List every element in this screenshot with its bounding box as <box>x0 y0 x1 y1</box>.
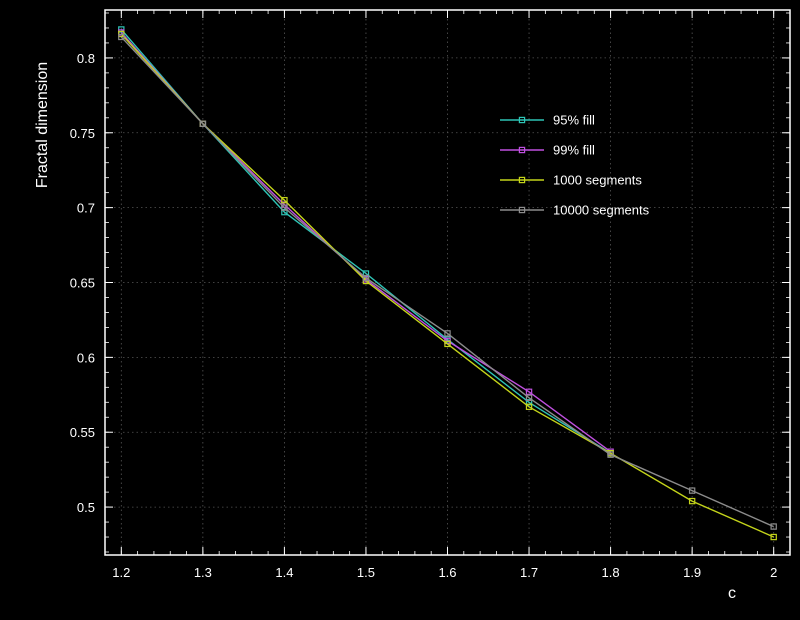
data-point <box>688 487 696 494</box>
data-point <box>607 451 614 458</box>
x-tick-label: 1.4 <box>275 565 293 580</box>
series-line <box>120 36 774 528</box>
series-line <box>120 33 774 538</box>
data-point <box>444 340 451 348</box>
y-tick-label: 0.7 <box>77 201 95 216</box>
series-10000-segments <box>118 33 777 530</box>
x-tick-label: 1.8 <box>602 565 620 580</box>
data-point <box>281 196 288 204</box>
data-point <box>199 120 207 127</box>
x-tick-label: 1.9 <box>683 565 701 580</box>
data-point <box>770 523 777 530</box>
data-point <box>362 274 370 282</box>
data-point <box>444 330 451 337</box>
x-tick-label: 1.6 <box>438 565 456 580</box>
legend-marker <box>518 116 526 124</box>
x-tick-label: 1.5 <box>357 565 375 580</box>
data-point <box>525 394 533 401</box>
series-group <box>118 26 777 541</box>
legend-label: 99% fill <box>553 143 595 158</box>
legend-label: 95% fill <box>553 113 595 128</box>
axis-ticks <box>104 10 791 555</box>
y-tick-label: 0.75 <box>70 126 95 141</box>
data-point <box>281 204 288 211</box>
y-tick-label: 0.65 <box>70 276 95 291</box>
y-tick-label: 0.6 <box>77 350 95 365</box>
grid-lines <box>105 10 790 555</box>
data-point <box>770 533 777 541</box>
legend-label: 1000 segments <box>553 173 642 188</box>
y-axis-label: Fractal dimension <box>34 62 51 188</box>
x-tick-label: 1.2 <box>112 565 130 580</box>
legend-item: 1000 segments <box>500 173 642 188</box>
x-tick-label: 2 <box>770 565 777 580</box>
x-tick-labels: 1.2 1.3 1.4 1.5 1.6 1.7 1.8 1.9 2 <box>112 565 777 580</box>
legend-item: 99% fill <box>500 143 595 158</box>
legend-marker <box>518 176 526 184</box>
data-point <box>281 208 288 216</box>
legend: 95% fill 99% fill 1000 segments 10000 segme… <box>500 113 650 218</box>
data-point <box>688 497 696 505</box>
x-tick-label: 1.7 <box>520 565 538 580</box>
data-point <box>525 403 533 410</box>
x-tick-label: 1.3 <box>194 565 212 580</box>
y-tick-label: 0.55 <box>70 425 95 440</box>
data-point <box>525 399 533 406</box>
legend-item: 10000 segments <box>500 203 650 218</box>
legend-marker <box>518 206 526 214</box>
data-point <box>525 388 533 395</box>
legend-item: 95% fill <box>500 113 595 128</box>
legend-label: 10000 segments <box>553 203 650 218</box>
data-point <box>118 33 125 41</box>
y-tick-label: 0.8 <box>77 51 95 66</box>
y-tick-labels: 0.5 0.55 0.6 0.65 0.7 0.75 0.8 <box>70 51 95 515</box>
y-tick-label: 0.5 <box>77 500 95 515</box>
data-point <box>362 270 370 277</box>
legend-marker <box>518 146 526 154</box>
x-axis-label: c <box>728 585 736 602</box>
